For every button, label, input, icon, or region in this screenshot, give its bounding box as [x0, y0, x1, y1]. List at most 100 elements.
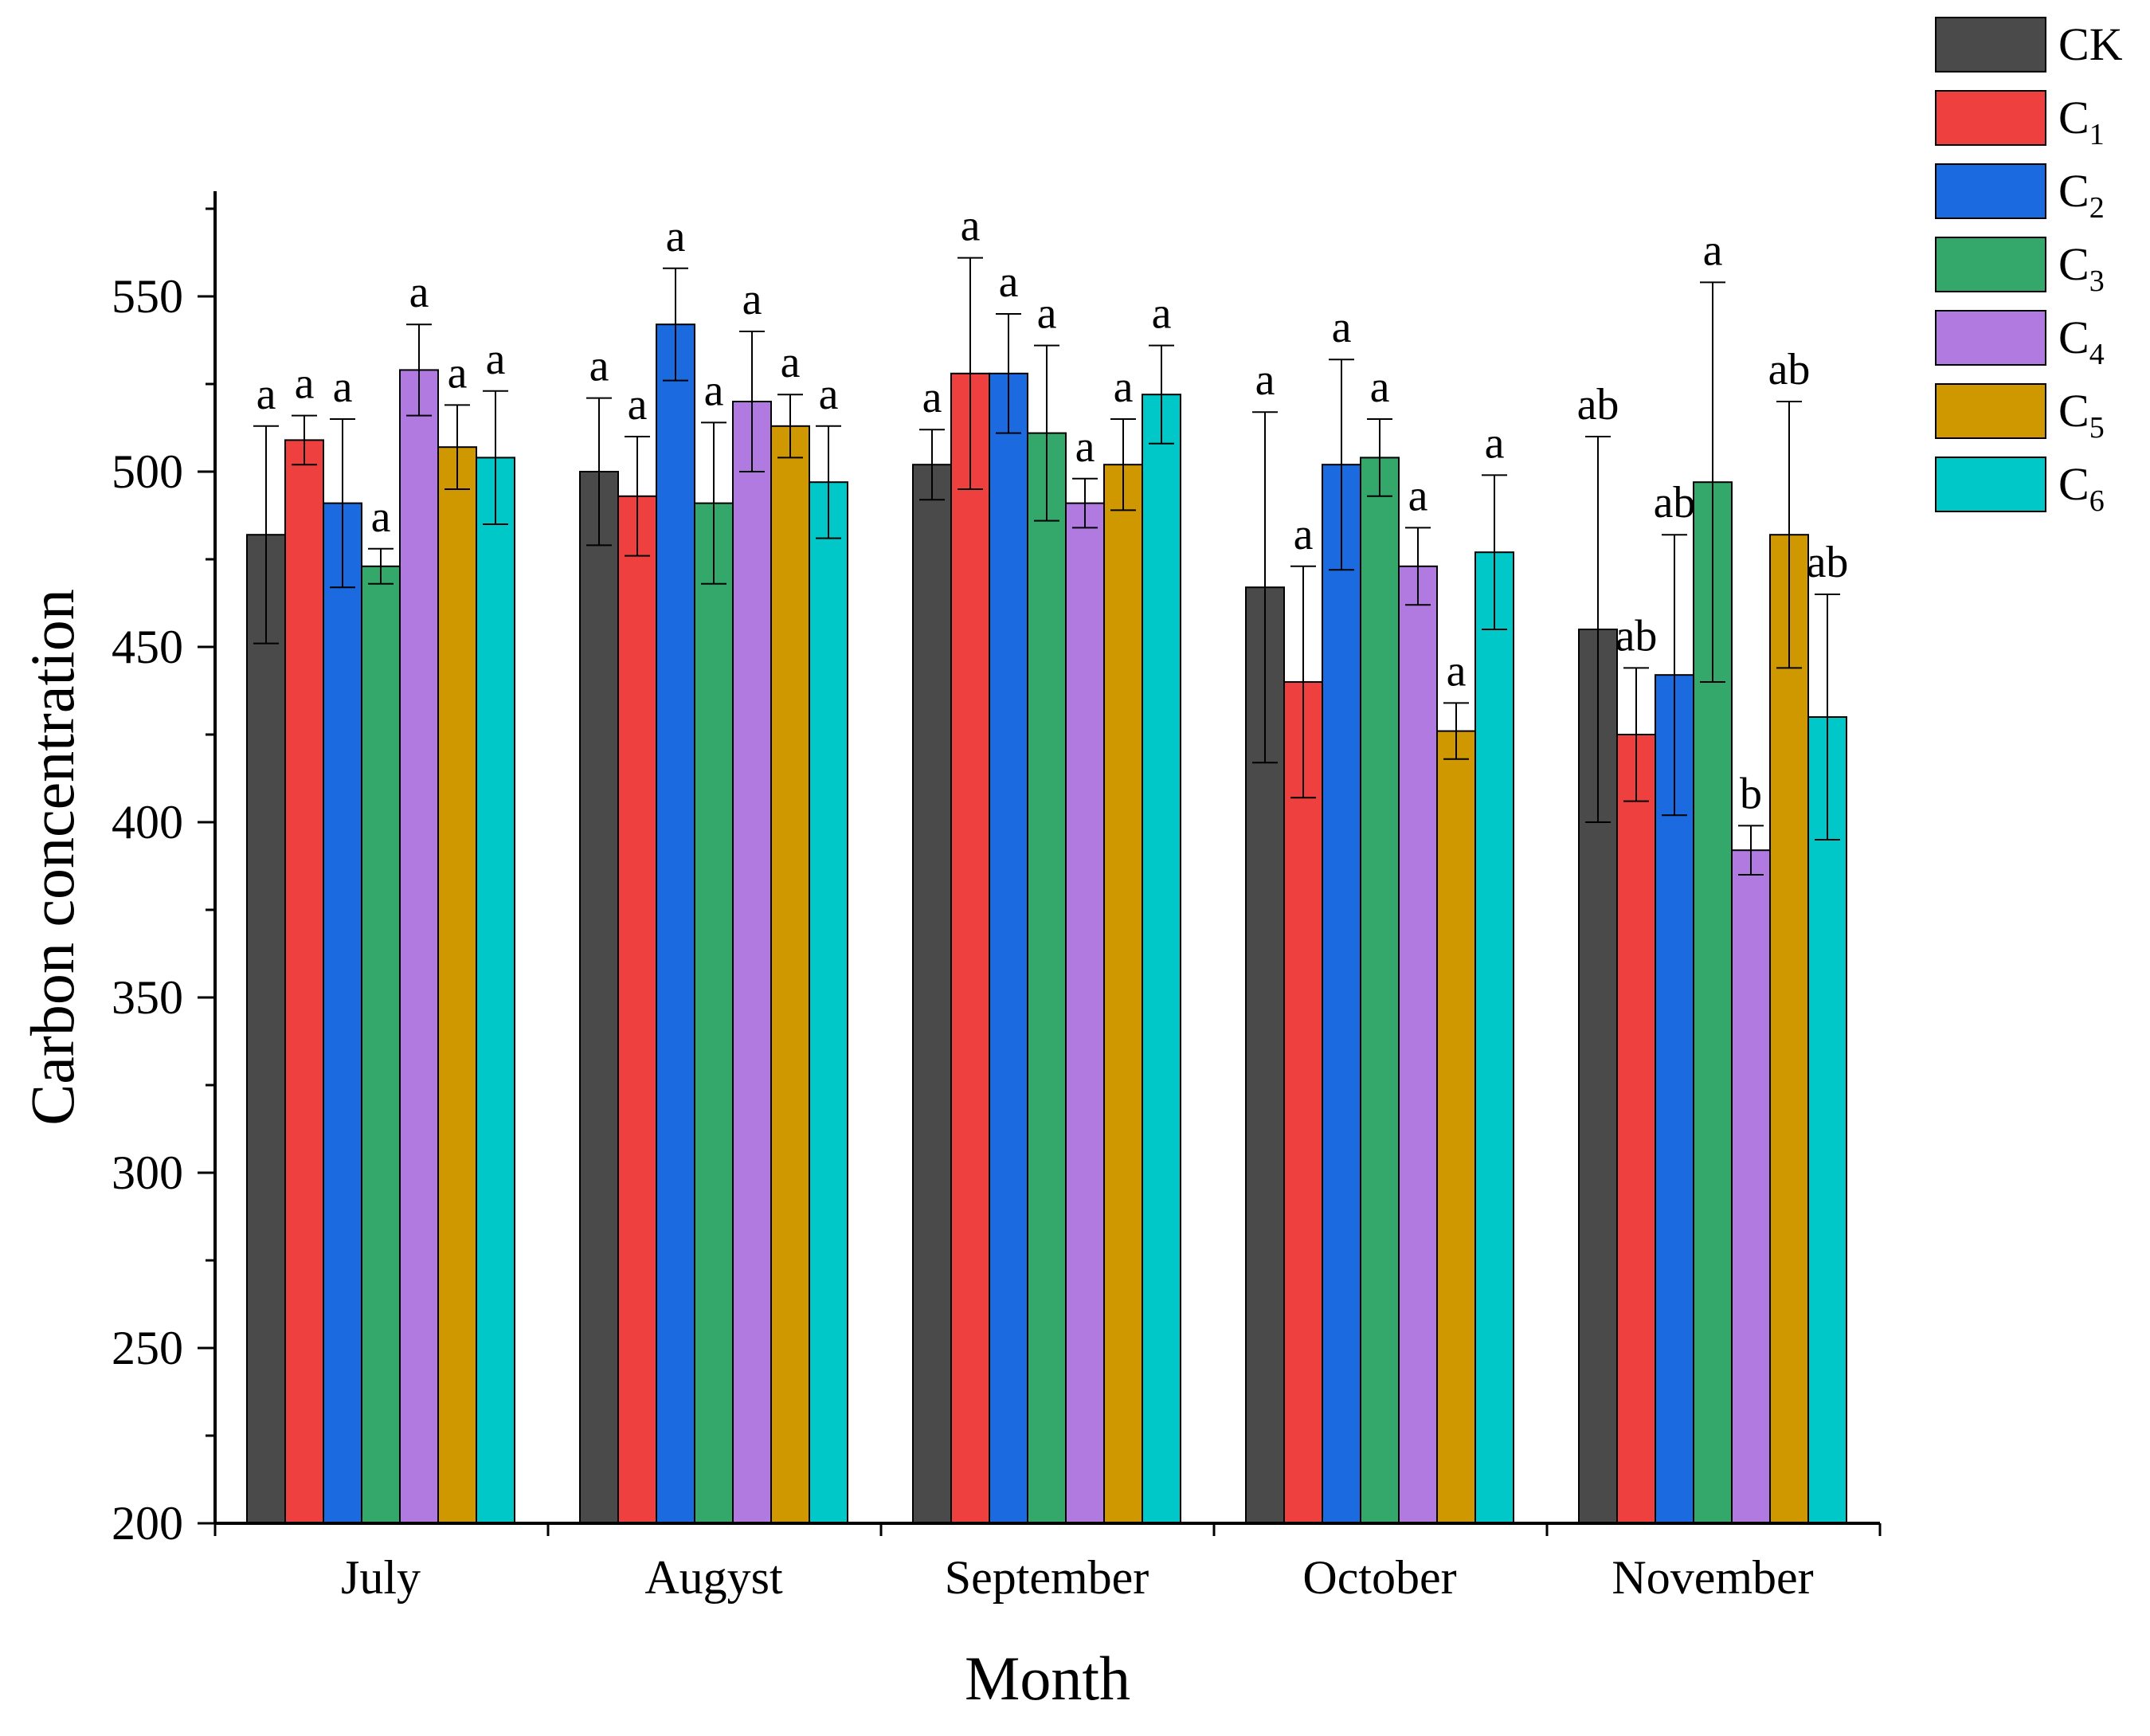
bar-C1-September: [950, 372, 990, 1524]
significance-label-C1-November: ab: [1615, 611, 1658, 660]
y-tick-label-400: 400: [112, 796, 183, 848]
significance-label-C2-July: a: [333, 362, 353, 412]
significance-label-C6-October: a: [1485, 418, 1505, 468]
legend-swatch-CK: [1935, 17, 2046, 72]
significance-label-C6-September: a: [1152, 289, 1172, 339]
bar-C1-November: [1616, 734, 1656, 1524]
significance-label-CK-July: a: [257, 370, 276, 419]
significance-label-C6-Augyst: a: [819, 370, 839, 419]
x-tick-label-October: October: [1302, 1551, 1456, 1604]
bar-C4-November: [1731, 849, 1771, 1524]
bar-C2-Augyst: [656, 323, 695, 1525]
legend-label-C6: C6: [2058, 458, 2105, 518]
y-tick-label-350: 350: [112, 971, 183, 1024]
bar-CK-July: [246, 534, 286, 1525]
y-tick-label-300: 300: [112, 1146, 183, 1199]
bar-C5-October: [1436, 730, 1476, 1524]
significance-label-C3-November: a: [1703, 225, 1723, 275]
significance-label-C3-October: a: [1370, 362, 1390, 412]
bar-C4-October: [1398, 565, 1438, 1524]
significance-label-C2-September: a: [999, 257, 1019, 307]
significance-label-C2-Augyst: a: [666, 212, 686, 261]
bar-C1-Augyst: [617, 495, 657, 1524]
bar-C4-Augyst: [732, 401, 772, 1524]
bar-C5-November: [1769, 534, 1809, 1525]
significance-label-C5-September: a: [1114, 362, 1134, 412]
significance-label-C4-November: b: [1740, 769, 1762, 818]
significance-label-C1-September: a: [961, 202, 981, 251]
x-tick-label-November: November: [1612, 1551, 1813, 1604]
significance-label-C5-July: a: [448, 348, 468, 398]
significance-label-C5-October: a: [1447, 646, 1467, 696]
legend-label-C4: C4: [2058, 312, 2105, 371]
legend-label-C2: C2: [2058, 165, 2105, 225]
significance-label-C2-November: ab: [1654, 478, 1696, 527]
bar-C5-September: [1103, 464, 1143, 1525]
legend-swatch-C4: [1935, 310, 2046, 366]
y-tick-label-250: 250: [112, 1322, 183, 1374]
y-axis-title: Carbon concentration: [18, 589, 87, 1126]
legend: CK C1 C2 C3 C4 C5 C6: [1935, 17, 2123, 518]
significance-label-C6-July: a: [486, 335, 506, 384]
significance-label-CK-Augyst: a: [589, 342, 609, 391]
bar-C6-Augyst: [809, 481, 848, 1525]
significance-label-C2-October: a: [1332, 303, 1352, 352]
bar-C6-July: [476, 457, 515, 1524]
axes-layer: 200 250 300 350 400 450 500 550 July Augyst Septem…: [112, 191, 1882, 1604]
legend-swatch-C1: [1935, 90, 2046, 146]
significance-label-C3-September: a: [1037, 289, 1057, 339]
x-tick-label-Augyst: Augyst: [644, 1551, 783, 1604]
y-tick-label-450: 450: [112, 621, 183, 673]
bar-C4-July: [399, 369, 439, 1524]
significance-label-CK-October: a: [1255, 355, 1275, 405]
x-tick-label-September: September: [945, 1551, 1149, 1604]
bar-C6-September: [1142, 394, 1181, 1525]
significance-label-C3-July: a: [371, 492, 391, 542]
significance-label-C5-November: ab: [1768, 345, 1811, 394]
error-bars-layer: [253, 257, 1840, 876]
legend-label-CK: CK: [2058, 18, 2123, 70]
bar-C3-July: [361, 565, 401, 1524]
significance-label-CK-November: ab: [1577, 380, 1619, 429]
y-tick-label-550: 550: [112, 270, 183, 323]
legend-swatch-C5: [1935, 383, 2046, 439]
bar-CK-September: [912, 464, 952, 1525]
significance-label-C4-July: a: [409, 268, 429, 317]
y-tick-label-500: 500: [112, 445, 183, 498]
bar-C3-October: [1360, 457, 1400, 1524]
bar-C6-October: [1474, 551, 1514, 1525]
legend-label-C1: C1: [2058, 92, 2105, 151]
significance-label-C1-Augyst: a: [628, 380, 648, 429]
y-tick-label-200: 200: [112, 1497, 183, 1550]
significance-label-C5-Augyst: a: [781, 338, 801, 387]
legend-swatch-C2: [1935, 163, 2046, 219]
significance-label-C4-September: a: [1075, 422, 1095, 472]
bars-layer: [246, 323, 1847, 1525]
x-axis-title: Month: [965, 1644, 1130, 1713]
significance-label-C3-Augyst: a: [704, 366, 724, 415]
legend-swatch-C6: [1935, 457, 2046, 512]
legend-label-C3: C3: [2058, 238, 2105, 298]
bar-C5-Augyst: [770, 425, 810, 1524]
legend-swatch-C3: [1935, 237, 2046, 292]
significance-label-C6-November: ab: [1807, 538, 1849, 587]
x-tick-label-July: July: [341, 1551, 421, 1604]
bar-C2-September: [989, 372, 1028, 1524]
significance-label-C4-Augyst: a: [742, 275, 762, 324]
significance-label-C1-July: a: [295, 359, 315, 409]
bar-C4-September: [1065, 502, 1105, 1524]
bar-C2-October: [1322, 464, 1361, 1525]
bar-CK-Augyst: [579, 471, 619, 1524]
significance-label-C4-October: a: [1408, 471, 1428, 520]
bar-C1-July: [284, 439, 324, 1524]
bar-C2-July: [323, 502, 362, 1524]
bar-C5-July: [437, 446, 477, 1525]
bar-C3-September: [1027, 432, 1067, 1524]
significance-label-C1-October: a: [1294, 510, 1314, 559]
significance-label-CK-September: a: [922, 373, 942, 422]
legend-label-C5: C5: [2058, 385, 2105, 445]
bar-C3-Augyst: [694, 502, 734, 1524]
bar-C1-October: [1283, 681, 1323, 1524]
